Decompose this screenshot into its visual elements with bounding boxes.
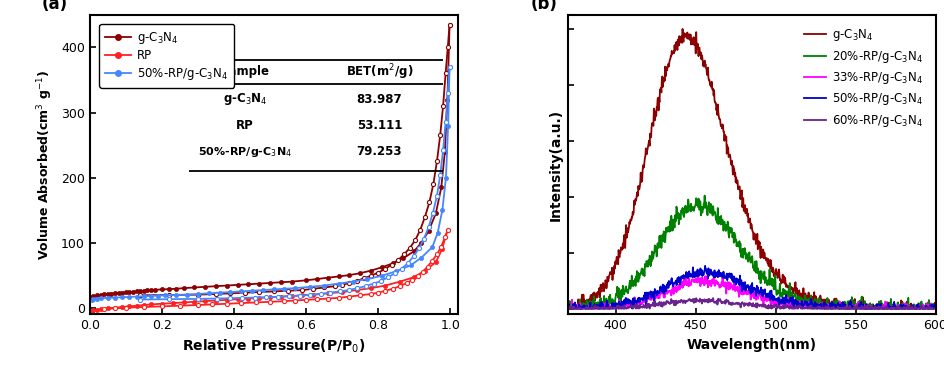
20%-RP/g-C$_3$N$_4$ [801, 302, 813, 307]
Line: 60%-RP/g-C$_3$N$_4$: 60%-RP/g-C$_3$N$_4$ [567, 298, 942, 309]
Line: 50%-RP/g-C$_3$N$_4$: 50%-RP/g-C$_3$N$_4$ [567, 266, 942, 309]
50%-RP/g-C$_3$N$_4$ [790, 300, 801, 304]
60%-RP/g-C$_3$N$_4$ [801, 305, 813, 310]
20%-RP/g-C$_3$N$_4$ [847, 306, 858, 311]
20%-RP/g-C$_3$N$_4$ [585, 300, 597, 304]
g-C$_3$N$_4$ [562, 303, 573, 308]
50%-RP/g-C$_3$N$_4$ [584, 306, 596, 311]
60%-RP/g-C$_3$N$_4$ [780, 305, 791, 310]
g-C$_3$N$_4$ [847, 306, 858, 311]
Text: (a): (a) [42, 0, 68, 13]
g-C$_3$N$_4$ [781, 283, 792, 288]
50%-RP/g-C$_3$N$_4$ [699, 264, 710, 268]
50%-RP/g-C$_3$N$_4$ [885, 306, 897, 311]
33%-RP/g-C$_3$N$_4$ [790, 304, 801, 309]
33%-RP/g-C$_3$N$_4$ [936, 306, 944, 310]
60%-RP/g-C$_3$N$_4$ [562, 306, 573, 311]
g-C$_3$N$_4$ [801, 299, 813, 304]
60%-RP/g-C$_3$N$_4$ [584, 306, 596, 311]
20%-RP/g-C$_3$N$_4$ [562, 305, 573, 310]
50%-RP/g-C$_3$N$_4$ [562, 306, 573, 311]
33%-RP/g-C$_3$N$_4$ [585, 306, 597, 311]
g-C$_3$N$_4$ [885, 306, 897, 311]
X-axis label: Relative Pressure(P/P$_0$): Relative Pressure(P/P$_0$) [181, 338, 365, 355]
50%-RP/g-C$_3$N$_4$ [936, 306, 944, 311]
Y-axis label: Volume Absorbed(cm$^3$ g$^{-1}$): Volume Absorbed(cm$^3$ g$^{-1}$) [36, 70, 56, 260]
20%-RP/g-C$_3$N$_4$ [936, 306, 944, 311]
Legend: g-C$_3$N$_4$, 20%-RP/g-C$_3$N$_4$, 33%-RP/g-C$_3$N$_4$, 50%-RP/g-C$_3$N$_4$, 60%: g-C$_3$N$_4$, 20%-RP/g-C$_3$N$_4$, 33%-R… [800, 24, 925, 132]
20%-RP/g-C$_3$N$_4$ [790, 300, 801, 305]
33%-RP/g-C$_3$N$_4$ [700, 274, 711, 279]
20%-RP/g-C$_3$N$_4$ [885, 304, 897, 308]
20%-RP/g-C$_3$N$_4$ [699, 193, 710, 198]
60%-RP/g-C$_3$N$_4$ [885, 306, 897, 311]
50%-RP/g-C$_3$N$_4$ [801, 303, 813, 308]
Line: 33%-RP/g-C$_3$N$_4$: 33%-RP/g-C$_3$N$_4$ [567, 276, 942, 309]
50%-RP/g-C$_3$N$_4$ [847, 304, 858, 309]
33%-RP/g-C$_3$N$_4$ [847, 306, 858, 311]
Text: (b): (b) [531, 0, 557, 13]
33%-RP/g-C$_3$N$_4$ [562, 306, 573, 311]
X-axis label: Wavelength(nm): Wavelength(nm) [686, 338, 816, 352]
Y-axis label: Intensity(a.u.): Intensity(a.u.) [548, 108, 562, 221]
Legend: g-C$_3$N$_4$, RP, 50%-RP/g-C$_3$N$_4$: g-C$_3$N$_4$, RP, 50%-RP/g-C$_3$N$_4$ [99, 24, 233, 88]
g-C$_3$N$_4$ [585, 295, 597, 299]
g-C$_3$N$_4$ [563, 306, 574, 311]
g-C$_3$N$_4$ [790, 286, 801, 291]
33%-RP/g-C$_3$N$_4$ [885, 305, 897, 310]
20%-RP/g-C$_3$N$_4$ [781, 289, 792, 294]
Line: g-C$_3$N$_4$: g-C$_3$N$_4$ [567, 29, 942, 309]
60%-RP/g-C$_3$N$_4$ [790, 305, 801, 310]
33%-RP/g-C$_3$N$_4$ [801, 304, 813, 309]
60%-RP/g-C$_3$N$_4$ [936, 306, 944, 310]
g-C$_3$N$_4$ [936, 306, 944, 311]
60%-RP/g-C$_3$N$_4$ [707, 296, 718, 300]
g-C$_3$N$_4$ [676, 27, 687, 31]
Line: 20%-RP/g-C$_3$N$_4$: 20%-RP/g-C$_3$N$_4$ [567, 196, 942, 309]
60%-RP/g-C$_3$N$_4$ [847, 306, 858, 311]
33%-RP/g-C$_3$N$_4$ [781, 302, 792, 307]
50%-RP/g-C$_3$N$_4$ [780, 300, 791, 304]
33%-RP/g-C$_3$N$_4$ [562, 301, 573, 305]
20%-RP/g-C$_3$N$_4$ [562, 306, 573, 311]
